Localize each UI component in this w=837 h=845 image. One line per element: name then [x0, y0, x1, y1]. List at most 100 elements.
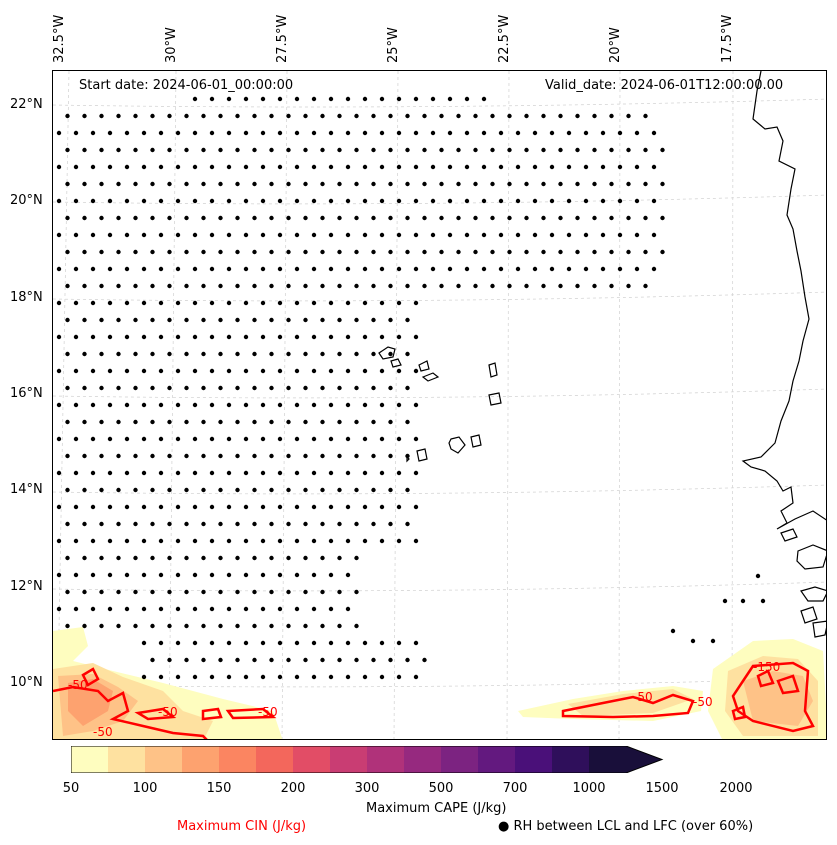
- valid-date-label: Valid_date: 2024-06-01T12:00:00.00: [545, 78, 784, 93]
- rh-dot: [124, 266, 130, 272]
- rh-dot: [192, 96, 198, 102]
- rh-dot: [235, 317, 240, 323]
- colorbar-outline: [71, 746, 664, 773]
- rh-dot: [209, 198, 215, 204]
- rh-dot: [116, 385, 121, 391]
- rh-dot: [167, 215, 172, 221]
- rh-dot: [337, 419, 342, 425]
- rh-dot: [690, 638, 696, 644]
- rh-dot: [124, 470, 130, 476]
- rh-dot: [107, 198, 113, 204]
- rh-dot: [413, 436, 419, 442]
- rh-dot: [481, 232, 487, 238]
- rh-dot: [167, 283, 172, 289]
- rh-dot: [107, 470, 113, 476]
- rh-dot: [201, 487, 206, 493]
- rh-dot: [175, 198, 181, 204]
- rh-dot: [56, 538, 62, 544]
- rh-dot: [209, 334, 215, 340]
- rh-dot: [498, 266, 504, 272]
- rh-dot: [141, 402, 147, 408]
- rh-dot: [311, 538, 317, 544]
- rh-dot: [116, 419, 121, 425]
- rh-dot: [413, 368, 419, 374]
- rh-dot: [311, 470, 317, 476]
- rh-dot: [303, 181, 308, 187]
- rh-dot: [354, 249, 359, 255]
- rh-dot: [311, 402, 317, 408]
- rh-dot: [133, 487, 138, 493]
- rh-dot: [90, 436, 96, 442]
- rh-dot: [99, 283, 104, 289]
- rh-dot: [507, 215, 512, 221]
- rh-dot: [269, 487, 274, 493]
- rh-dot: [184, 419, 189, 425]
- rh-dot: [201, 453, 206, 459]
- rh-dot: [430, 130, 436, 136]
- rh-dot: [209, 368, 215, 374]
- rh-dot: [320, 113, 325, 119]
- rh-dot: [269, 521, 274, 527]
- rh-dot: [141, 368, 147, 374]
- rh-dot: [710, 638, 716, 644]
- rh-dot: [260, 198, 266, 204]
- rh-dot: [141, 470, 147, 476]
- rh-dot: [235, 555, 240, 561]
- rh-dot: [362, 334, 368, 340]
- cin-contour-labels: -50 -50 -50 -50 -150 -50 -50: [68, 660, 780, 739]
- rh-dot: [303, 589, 308, 595]
- rh-dot: [473, 113, 478, 119]
- rh-dot: [269, 385, 274, 391]
- rh-dot: [430, 198, 436, 204]
- rh-stippling: [56, 96, 766, 680]
- rh-dot: [235, 521, 240, 527]
- rh-dot: [286, 589, 291, 595]
- rh-dot: [490, 181, 495, 187]
- rh-dot: [90, 538, 96, 544]
- rh-legend-label: ● RH between LCL and LFC (over 60%): [498, 819, 754, 834]
- rh-dot: [65, 283, 70, 289]
- rh-dot: [226, 572, 232, 578]
- rh-dot: [303, 419, 308, 425]
- rh-dot: [56, 266, 62, 272]
- rh-dot: [192, 640, 198, 646]
- rh-dot: [286, 419, 291, 425]
- lon-label-22-5w: 22.5°W: [497, 14, 512, 63]
- coastlines: [378, 71, 826, 638]
- rh-dot: [107, 164, 113, 170]
- lon-label-17-5w: 17.5°W: [720, 14, 735, 63]
- rh-dot: [660, 147, 665, 153]
- rh-dot: [243, 232, 249, 238]
- rh-dot: [328, 674, 334, 680]
- rh-dot: [218, 113, 223, 119]
- rh-dot: [167, 351, 172, 357]
- rh-dot: [141, 436, 147, 442]
- rh-dot: [82, 215, 87, 221]
- rh-dot: [388, 351, 393, 357]
- rh-dot: [294, 232, 300, 238]
- rh-dot: [107, 130, 113, 136]
- rh-dot: [413, 198, 419, 204]
- rh-dot: [447, 198, 453, 204]
- rh-dot: [226, 232, 232, 238]
- rh-dot: [651, 266, 657, 272]
- rh-dot: [371, 147, 376, 153]
- rh-dot: [116, 487, 121, 493]
- rh-dot: [405, 113, 410, 119]
- colorbar-segment: [71, 746, 109, 773]
- rh-dot: [158, 334, 164, 340]
- rh-dot: [405, 521, 410, 527]
- rh-dot: [345, 538, 351, 544]
- rh-dot: [413, 470, 419, 476]
- rh-dot: [243, 300, 249, 306]
- rh-dot: [320, 351, 325, 357]
- rh-dot: [133, 453, 138, 459]
- rh-dot: [124, 572, 130, 578]
- rh-dot: [73, 300, 79, 306]
- rh-dot: [218, 521, 223, 527]
- rh-dot: [362, 300, 368, 306]
- rh-dot: [405, 351, 410, 357]
- rh-dot: [243, 334, 249, 340]
- rh-dot: [660, 215, 665, 221]
- rh-dot: [286, 623, 291, 629]
